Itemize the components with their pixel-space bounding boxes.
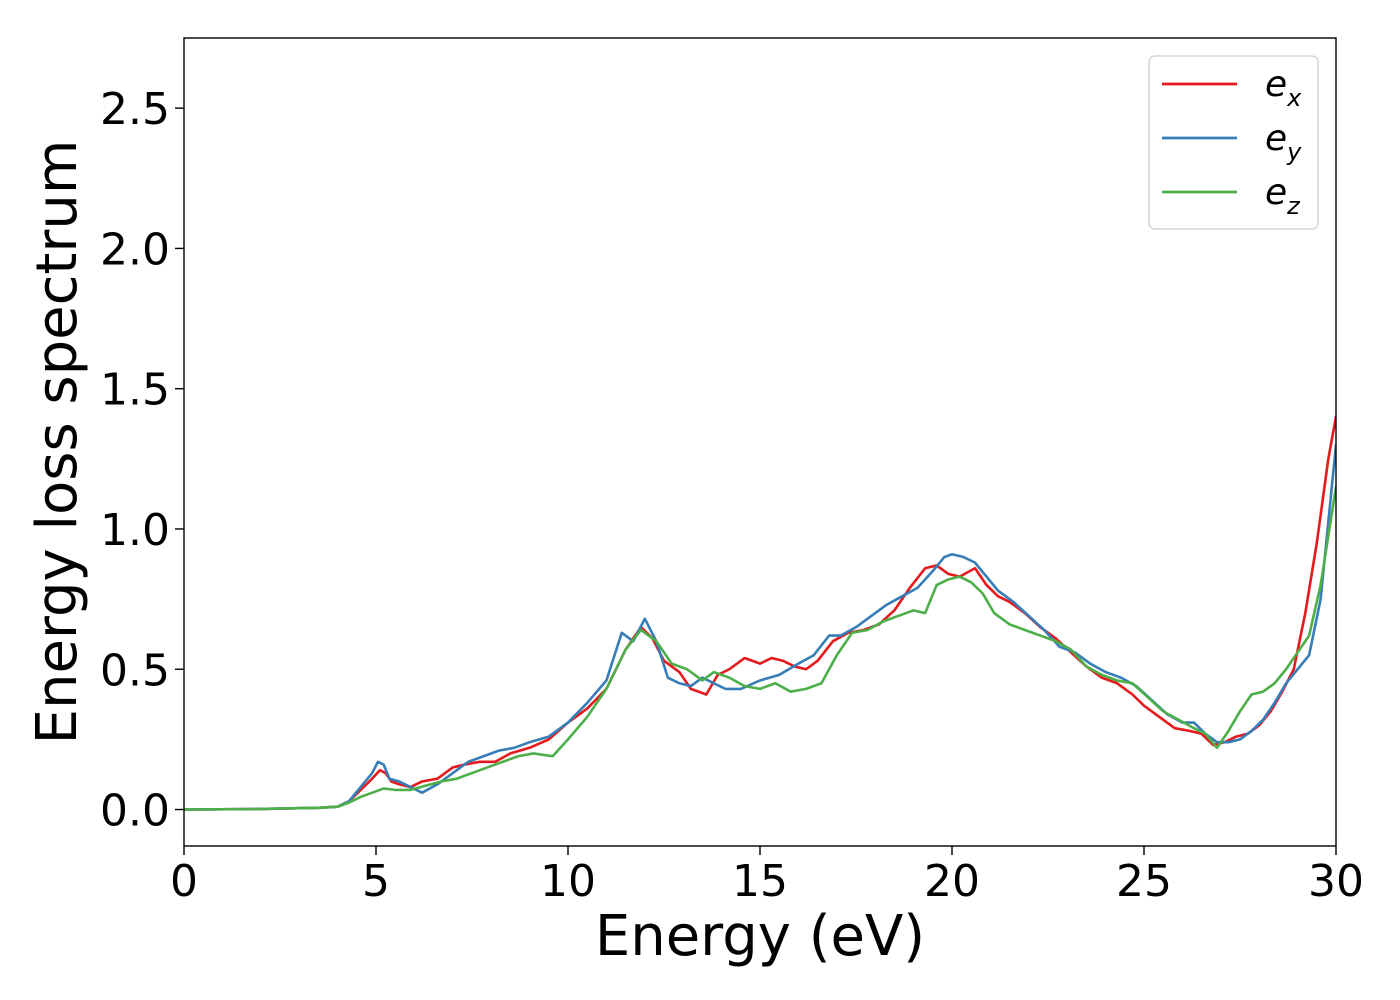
legend-label-x: ex <box>1265 64 1302 112</box>
x-tick-label: 20 <box>924 856 980 907</box>
x-axis: 0 5 10 15 20 25 30 <box>170 846 1364 907</box>
y-axis-title: Energy loss spectrum <box>25 140 90 745</box>
y-tick-label: 2.5 <box>100 84 170 135</box>
y-tick-label: 2.0 <box>100 224 170 275</box>
x-tick-label: 5 <box>362 856 390 907</box>
y-tick-label: 0.5 <box>100 645 170 696</box>
series-layer <box>184 415 1336 811</box>
series-line-x <box>184 415 1336 811</box>
x-axis-title: Energy (eV) <box>595 904 925 969</box>
series-line-z <box>184 485 1336 811</box>
legend-label-y: ey <box>1265 118 1302 166</box>
x-tick-label: 0 <box>170 856 198 907</box>
y-axis: 0.0 0.5 1.0 1.5 2.0 2.5 <box>100 84 184 837</box>
x-tick-label: 30 <box>1308 856 1364 907</box>
y-tick-label: 0.0 <box>100 786 170 837</box>
legend-label-z: ez <box>1265 172 1301 220</box>
y-tick-label: 1.0 <box>100 505 170 556</box>
legend-box <box>1148 55 1319 230</box>
x-tick-label: 10 <box>540 856 596 907</box>
y-tick-label: 1.5 <box>100 365 170 416</box>
x-tick-label: 25 <box>1116 856 1172 907</box>
legend[interactable]: ex ey ez <box>1148 55 1319 230</box>
x-tick-label: 15 <box>732 856 788 907</box>
